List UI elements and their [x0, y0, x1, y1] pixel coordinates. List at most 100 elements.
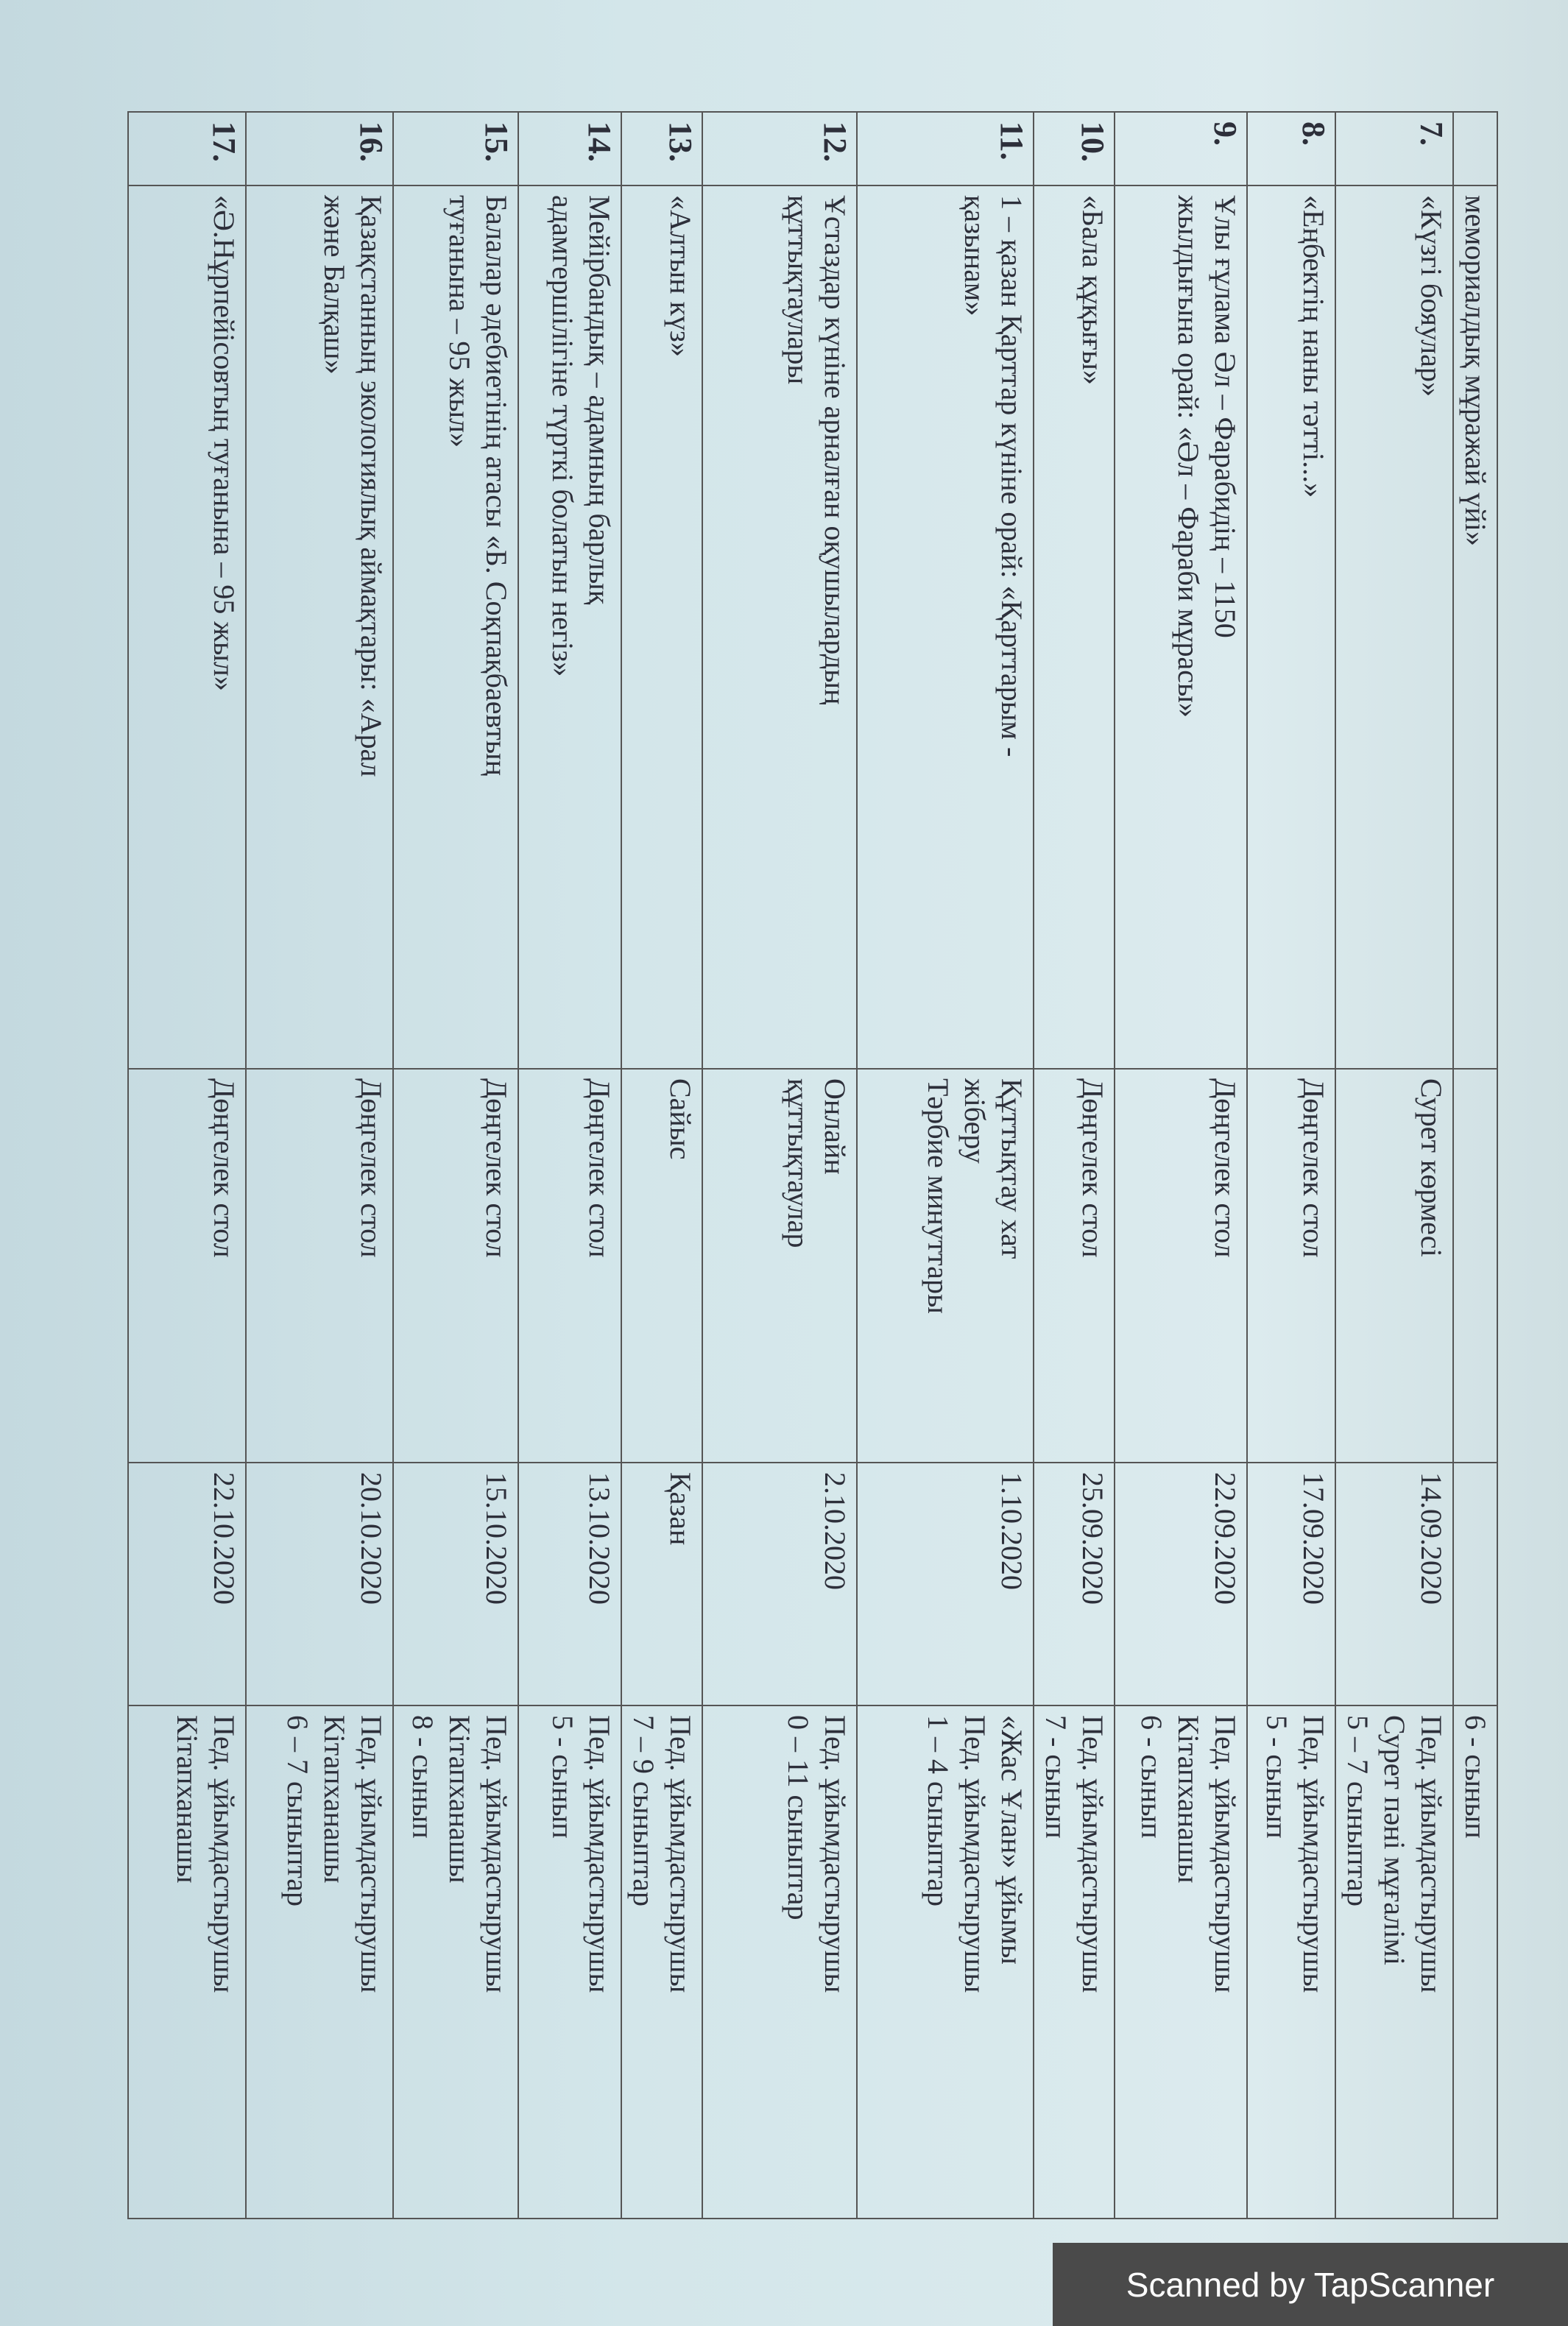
- event-cell: «Ә.Нұрпейісовтың туғанына – 95 жыл»: [128, 185, 246, 1069]
- form-line: Дөңгелек стол: [355, 1078, 388, 1258]
- event-cell: «Күзгі бояулар»: [1335, 185, 1453, 1069]
- responsible-line: Пед. ұйымдастырушы: [958, 1715, 992, 1993]
- responsible-line: Пед. ұйымдастырушы: [1297, 1715, 1330, 1993]
- event-cell: Мейірбандық – адамның барлық адамгершіліг…: [518, 185, 621, 1069]
- event-line: Балалар әдебиетінің атасы «Б. Соқпақбаев…: [480, 195, 513, 777]
- responsible-cell: 6 - сынып: [1453, 1705, 1497, 2219]
- table-row: 17. «Ә.Нұрпейісовтың туғанына – 95 жыл» Дө…: [128, 112, 246, 2219]
- responsible-line: Кітапханашы: [1172, 1715, 1205, 1884]
- responsible-line: 5 – 7 сыныптар: [1341, 1715, 1374, 1907]
- row-number: [1453, 112, 1497, 185]
- row-number: 15.: [393, 112, 518, 185]
- responsible-line: Пед. ұйымдастырушы: [1076, 1715, 1109, 1993]
- responsible-line: Кітапханашы: [171, 1715, 204, 1884]
- responsible-cell: Пед. ұйымдастырушы 5 - сынып: [1247, 1705, 1335, 2219]
- event-cell: «Еңбектің наны тәтті...»: [1247, 185, 1335, 1069]
- event-line: «Еңбектің наны тәтті...»: [1297, 195, 1330, 498]
- table-row: 12. Ұстаздар күніне арналған оқушылардың қ…: [702, 112, 857, 2219]
- responsible-line: 8 - сынып: [406, 1715, 439, 1839]
- event-line: құттықтаулары: [782, 195, 815, 385]
- date-cell: 2.10.2020: [702, 1463, 857, 1705]
- responsible-line: Пед. ұйымдастырушы: [1415, 1715, 1448, 1993]
- responsible-line: Пед. ұйымдастырушы: [583, 1715, 616, 1993]
- event-line: «Алтын күз»: [664, 195, 697, 357]
- row-number: 13.: [621, 112, 702, 185]
- event-line: адамгершілігіне түрткі болатын негіз»: [546, 195, 579, 677]
- form-line: Дөңгелек стол: [1297, 1078, 1330, 1258]
- event-line: Қазақстанның экологиялық аймақтары: «Ара…: [355, 195, 388, 777]
- row-number: 14.: [518, 112, 621, 185]
- responsible-cell: Пед. ұйымдастырушы 0 – 11 сыныптар: [702, 1705, 857, 2219]
- event-line: «Бала құқығы»: [1076, 195, 1109, 385]
- form-cell: Дөңгелек стол: [1247, 1069, 1335, 1463]
- event-line: Мейірбандық – адамның барлық: [583, 195, 616, 605]
- form-line: Құттықтау хат: [995, 1078, 1028, 1259]
- event-line: туғанына – 95 жыл»: [443, 195, 476, 448]
- form-cell: Дөңгелек стол: [518, 1069, 621, 1463]
- responsible-line: 6 - сынып: [1459, 1715, 1492, 1839]
- form-line: Сурет көрмесі: [1415, 1078, 1448, 1257]
- table-body: мемориалдық мұражай үйі» 6 - сынып 7. «Күзг…: [128, 112, 1497, 2219]
- responsible-cell: Пед. ұйымдастырушы Кітапханашы 8 - сынып: [393, 1705, 518, 2219]
- responsible-cell: Пед. ұйымдастырушы Сурет пәні мұғалімі 5 –…: [1335, 1705, 1453, 2219]
- event-cell: Балалар әдебиетінің атасы «Б. Соқпақбаев…: [393, 185, 518, 1069]
- responsible-line: «Жас Ұлан» ұйымы: [995, 1715, 1028, 1965]
- row-number: 9.: [1115, 112, 1247, 185]
- form-line: Онлайн: [819, 1078, 852, 1175]
- responsible-cell: Пед. ұйымдастырушы Кітапханашы 6 – 7 сынып…: [246, 1705, 393, 2219]
- form-cell: Дөңгелек стол: [246, 1069, 393, 1463]
- date-cell: 1.10.2020: [857, 1463, 1034, 1705]
- form-line: Тәрбие минуттары: [922, 1078, 955, 1314]
- form-cell: Дөңгелек стол: [1115, 1069, 1247, 1463]
- responsible-line: 0 – 11 сыныптар: [782, 1715, 815, 1920]
- table-row: 14. Мейірбандық – адамның барлық адамгерші…: [518, 112, 621, 2219]
- form-line: Дөңгелек стол: [1076, 1078, 1109, 1258]
- responsible-line: Пед. ұйымдастырушы: [480, 1715, 513, 1993]
- date-cell: 25.09.2020: [1034, 1463, 1115, 1705]
- row-number: 8.: [1247, 112, 1335, 185]
- form-line: Дөңгелек стол: [583, 1078, 616, 1258]
- date-cell: 15.10.2020: [393, 1463, 518, 1705]
- event-line: жылдығына орай: «Әл – Фараби мұрасы»: [1172, 195, 1205, 718]
- responsible-line: Кітапханашы: [443, 1715, 476, 1884]
- form-line: құттықтаулар: [782, 1078, 815, 1248]
- scanned-sheet: мемориалдық мұражай үйі» 6 - сынып 7. «Күзг…: [128, 111, 1498, 2219]
- date-cell: 20.10.2020: [246, 1463, 393, 1705]
- responsible-line: 7 - сынып: [1039, 1715, 1073, 1839]
- form-line: Сайыс: [664, 1078, 697, 1160]
- event-line: «Ә.Нұрпейісовтың туғанына – 95 жыл»: [208, 195, 241, 691]
- table-row: 9. Ұлы ғұлама Әл – Фарабидің – 1150 жылдығ…: [1115, 112, 1247, 2219]
- row-number: 16.: [246, 112, 393, 185]
- responsible-line: 6 - сынып: [1135, 1715, 1168, 1839]
- table-row: 15. Балалар әдебиетінің атасы «Б. Соқпақб…: [393, 112, 518, 2219]
- responsible-cell: «Жас Ұлан» ұйымы Пед. ұйымдастырушы 1 – 4 …: [857, 1705, 1034, 2219]
- table-row: 11. 1 – қазан Қарттар күніне орай: «Қартт…: [857, 112, 1034, 2219]
- form-cell: [1453, 1069, 1497, 1463]
- responsible-line: 5 - сынып: [546, 1715, 579, 1839]
- event-cell: Ұстаздар күніне арналған оқушылардың құтт…: [702, 185, 857, 1069]
- responsible-line: 1 – 4 сыныптар: [922, 1715, 955, 1907]
- event-line: «Күзгі бояулар»: [1415, 195, 1448, 397]
- responsible-cell: Пед. ұйымдастырушы 7 – 9 сыныптар: [621, 1705, 702, 2219]
- responsible-cell: Пед. ұйымдастырушы Кітапханашы: [128, 1705, 246, 2219]
- date-cell: [1453, 1463, 1497, 1705]
- responsible-line: Пед. ұйымдастырушы: [819, 1715, 852, 1993]
- form-cell: Құттықтау хат жіберу Тәрбие минуттары: [857, 1069, 1034, 1463]
- row-number: 12.: [702, 112, 857, 185]
- responsible-cell: Пед. ұйымдастырушы Кітапханашы 6 - сынып: [1115, 1705, 1247, 2219]
- event-line: мемориалдық мұражай үйі»: [1459, 195, 1492, 546]
- event-cell: «Алтын күз»: [621, 185, 702, 1069]
- form-line: жіберу: [958, 1078, 992, 1164]
- table-row: 10. «Бала құқығы» Дөңгелек стол 25.09.2020 П…: [1034, 112, 1115, 2219]
- event-cell: «Бала құқығы»: [1034, 185, 1115, 1069]
- date-cell: Қазан: [621, 1463, 702, 1705]
- table-row: 16. Қазақстанның экологиялық аймақтары: «…: [246, 112, 393, 2219]
- table-row: 7. «Күзгі бояулар» Сурет көрмесі 14.09.2020…: [1335, 112, 1453, 2219]
- table-row: 13. «Алтын күз» Сайыс Қазан Пед. ұйымдастыру…: [621, 112, 702, 2219]
- responsible-line: Сурет пәні мұғалімі: [1378, 1715, 1411, 1965]
- responsible-line: 6 – 7 сыныптар: [281, 1715, 314, 1907]
- scanner-watermark: Scanned by TapScanner: [1053, 2243, 1568, 2326]
- responsible-line: 7 – 9 сыныптар: [627, 1715, 660, 1907]
- event-cell: 1 – қазан Қарттар күніне орай: «Қарттары…: [857, 185, 1034, 1069]
- form-cell: Сурет көрмесі: [1335, 1069, 1453, 1463]
